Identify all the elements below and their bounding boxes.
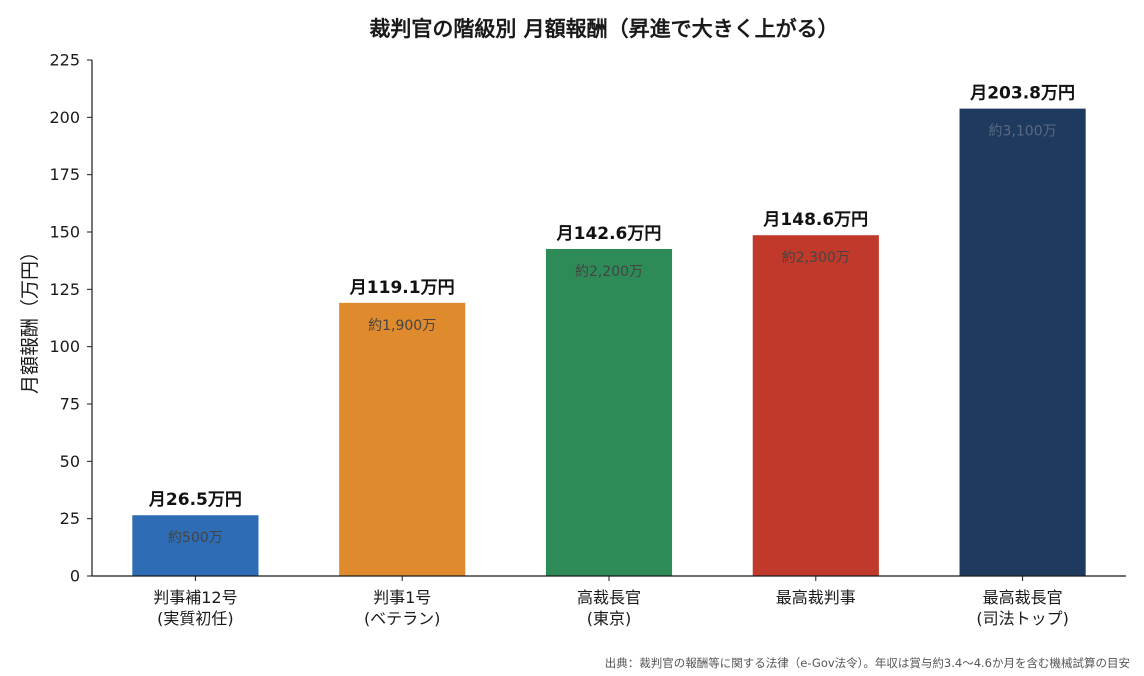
- y-axis-label: 月額報酬（万円）: [19, 242, 41, 394]
- x-tick-label: 判事補12号: [153, 588, 237, 607]
- bar: [545, 248, 673, 576]
- y-tick-label: 75: [60, 395, 80, 414]
- bar-annual-label: 約2,200万: [575, 264, 643, 280]
- y-tick-label: 25: [60, 509, 80, 528]
- y-tick-label: 225: [49, 51, 80, 70]
- x-axis: 判事補12号 (実質初任) 判事1号 (ベテラン) 高裁長官 (東京) 最高裁判事 最高裁長官…: [92, 575, 1126, 628]
- y-tick-label: 0: [70, 567, 80, 586]
- bar-value-label: 月119.1万円: [349, 278, 455, 298]
- x-tick-label: (ベテラン): [364, 609, 441, 628]
- y-tick-label: 200: [49, 108, 80, 127]
- y-tick-label: 150: [49, 223, 80, 242]
- x-tick-label: 高裁長官: [577, 588, 641, 607]
- bar-annual-label: 約2,300万: [782, 250, 850, 266]
- bar-annual-label: 約500万: [168, 530, 223, 546]
- bar-annual-label: 約3,100万: [989, 124, 1057, 140]
- x-tick-label: (司法トップ): [976, 609, 1069, 628]
- x-tick-label: 最高裁長官: [983, 588, 1063, 607]
- y-axis: 0 25 50 75 100 125 150 175 200 225: [49, 51, 93, 586]
- bar: [752, 235, 879, 576]
- bar: [132, 515, 259, 576]
- x-tick-label: 判事1号: [373, 588, 431, 607]
- y-tick-label: 125: [49, 280, 80, 299]
- bar-value-label: 月26.5万円: [148, 490, 242, 510]
- y-tick-label: 50: [60, 452, 80, 471]
- chart-title: 裁判官の階級別 月額報酬（昇進で大きく上がる）: [369, 17, 838, 41]
- bar-value-label: 月142.6万円: [556, 224, 662, 244]
- x-tick-label: 最高裁判事: [776, 588, 856, 607]
- x-tick-label: (実質初任): [157, 609, 234, 628]
- bar: [959, 108, 1086, 577]
- source-note: 出典：裁判官の報酬等に関する法律（e-Gov法令）。年収は賞与約3.4〜4.6か…: [605, 656, 1130, 670]
- bar: [339, 302, 466, 576]
- bar-value-label: 月148.6万円: [762, 210, 868, 230]
- bar-value-label: 月203.8万円: [969, 84, 1075, 104]
- y-tick-label: 100: [49, 337, 80, 356]
- y-tick-label: 175: [49, 165, 80, 184]
- bar-annual-label: 約1,900万: [368, 318, 436, 334]
- x-tick-label: (東京): [587, 609, 632, 628]
